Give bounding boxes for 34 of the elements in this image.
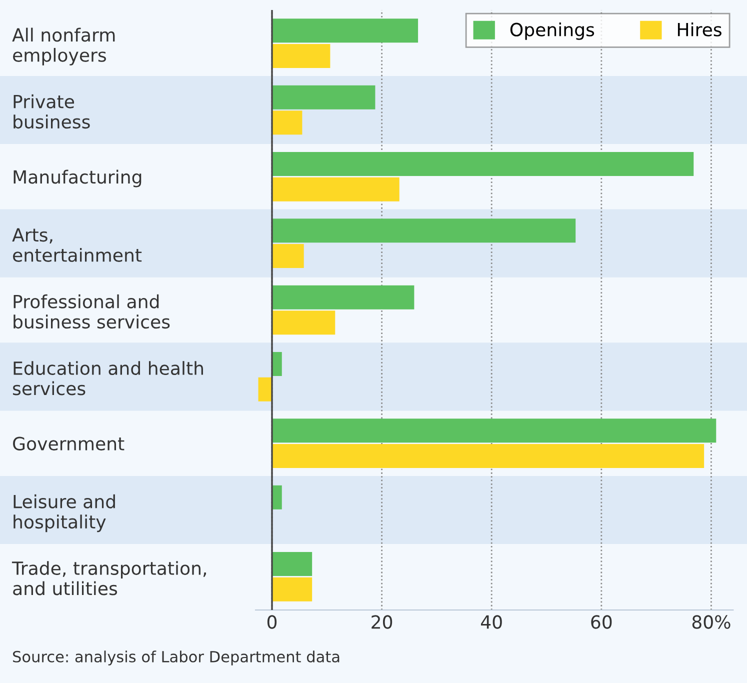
x-tick-label: 60 bbox=[591, 615, 612, 629]
bar bbox=[272, 244, 304, 268]
bar bbox=[272, 218, 576, 243]
y-tick-label: All nonfarm employers bbox=[12, 28, 115, 66]
bar bbox=[272, 444, 704, 468]
y-tick-label: Manufacturing bbox=[14, 170, 142, 188]
bar bbox=[258, 377, 272, 402]
bar bbox=[272, 285, 414, 310]
y-tick-label: Arts, entertainment bbox=[12, 228, 142, 262]
bar bbox=[272, 577, 312, 602]
source-note: Source: analysis of Labor Department data bbox=[13, 650, 340, 666]
y-tick-label: Education and health services bbox=[13, 361, 203, 396]
x-tick-label: 0 bbox=[267, 615, 277, 629]
x-tick-label: 40 bbox=[480, 615, 502, 629]
legend-label: Hires bbox=[678, 22, 722, 36]
bar bbox=[272, 177, 400, 202]
bar bbox=[272, 310, 336, 335]
bar bbox=[272, 18, 418, 43]
bar bbox=[272, 485, 282, 510]
x-tick-label: 20 bbox=[372, 615, 392, 629]
bar bbox=[272, 418, 716, 443]
y-tick-label: Professional and business services bbox=[14, 294, 170, 329]
x-tick-label: 80% bbox=[692, 615, 730, 629]
bar bbox=[272, 110, 302, 135]
bar bbox=[272, 44, 330, 68]
bar bbox=[272, 85, 376, 110]
legend-label: Openings bbox=[510, 22, 594, 40]
bar bbox=[272, 352, 282, 376]
bar bbox=[272, 552, 312, 576]
y-tick-label: Leisure and hospitality bbox=[14, 494, 115, 532]
y-tick-label: Trade, transportation, and utilities bbox=[12, 561, 206, 596]
y-tick-label: Government bbox=[13, 436, 124, 450]
bar bbox=[272, 152, 694, 176]
y-tick-label: Private business bbox=[14, 94, 90, 129]
